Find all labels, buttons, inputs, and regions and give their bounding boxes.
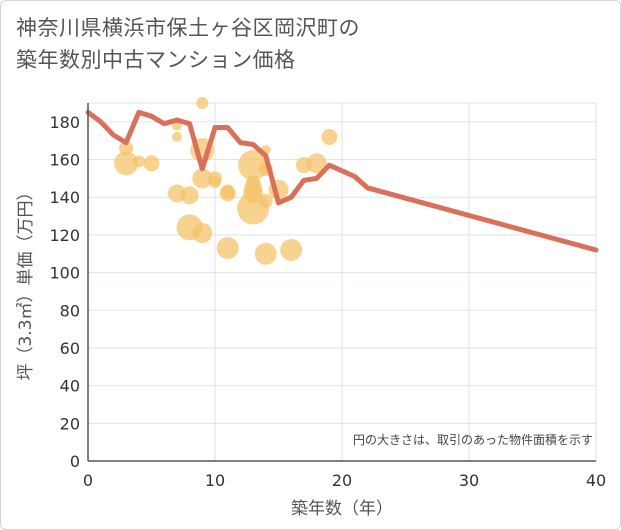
bubble-point [132,155,145,168]
chart-title-line1: 神奈川県横浜市保土ヶ谷区岡沢町の [16,16,360,40]
x-tick-label: 40 [586,471,606,490]
chart-title: 神奈川県横浜市保土ヶ谷区岡沢町の 築年数別中古マンション価格 [16,12,360,76]
bubble-point [306,153,327,174]
bubble-point [280,238,303,261]
bubble-point [254,242,277,265]
bubble-point [114,151,139,176]
bubble-point [171,131,182,142]
bubble-point [119,141,134,156]
bubble-point [219,185,236,202]
bubble-point [192,168,213,189]
x-tick-label: 30 [459,471,479,490]
size-annotation: 円の大きさは、取引のあった物件面積を示す [353,432,593,447]
x-tick-label: 20 [332,471,352,490]
x-tick-label: 0 [83,471,93,490]
y-tick-label: 100 [49,264,80,283]
y-tick-label: 40 [60,377,80,396]
y-tick-label: 60 [60,339,80,358]
chart-title-line2: 築年数別中古マンション価格 [16,48,296,72]
bubble-point [196,97,209,109]
x-axis-title: 築年数（年） [291,499,393,519]
y-tick-label: 20 [60,414,80,433]
y-tick-label: 0 [70,452,80,471]
bubble-point [321,128,338,145]
bubble-point [143,155,160,172]
bubble-point [180,186,199,205]
y-axis-title: 坪（3.3㎡）単価（万円） [16,183,36,380]
bubble-point [192,223,213,244]
bubble-point [258,193,273,208]
y-tick-label: 120 [49,226,80,245]
x-tick-label: 10 [205,471,225,490]
average-price-line [85,109,599,253]
bubble-point [209,176,221,189]
y-tick-label: 180 [49,113,80,132]
y-tick-label: 80 [60,301,80,320]
bubble-point [216,237,239,260]
y-tick-label: 160 [49,151,80,170]
y-tick-label: 140 [49,188,80,207]
